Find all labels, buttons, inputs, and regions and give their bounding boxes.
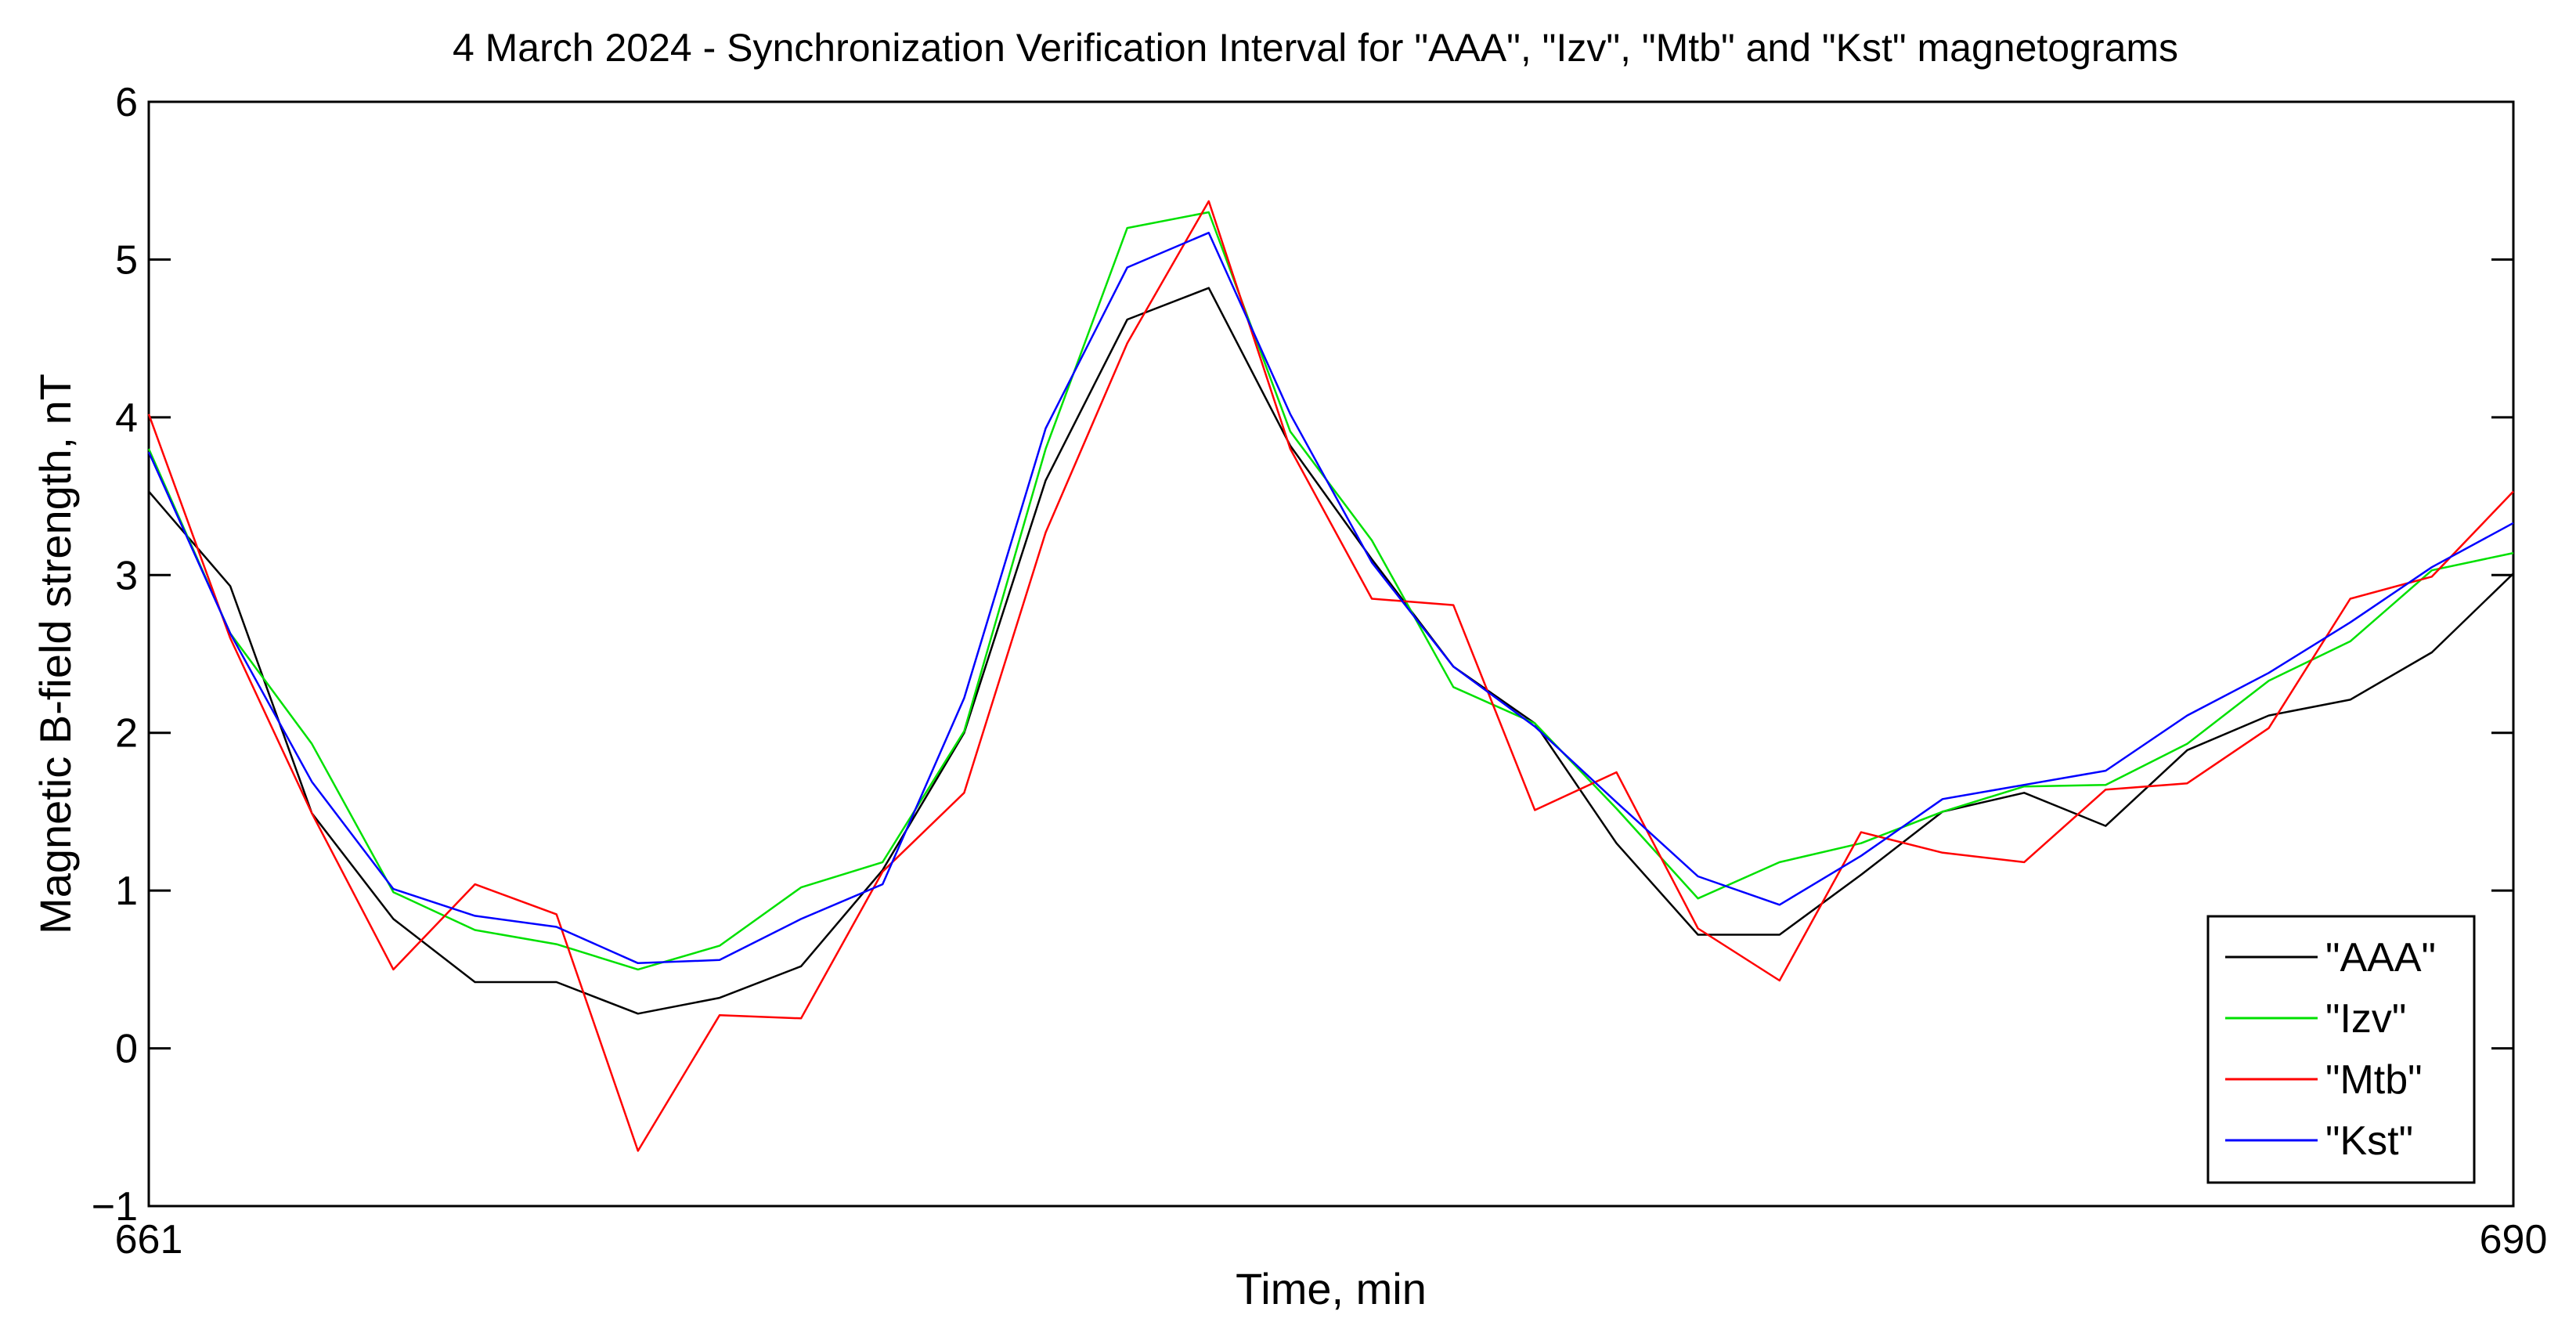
y-tick-label: 2 [115,711,138,757]
y-tick-label: 3 [115,553,138,598]
y-tick-label: −1 [92,1184,138,1230]
x-axis-label: Time, min [1236,1264,1427,1313]
y-tick-label: 1 [115,869,138,914]
legend-label: "Izv" [2325,996,2406,1042]
y-tick-label: 6 [115,80,138,125]
y-axis-label: Magnetic B-field strength, nT [31,374,80,934]
x-tick-label: 690 [2480,1217,2548,1262]
y-tick-label: 5 [115,237,138,283]
series-line-2 [147,200,2514,1152]
series-lines [147,200,2514,1152]
legend-label: "Mtb" [2325,1057,2423,1103]
plot-area [147,100,2515,1208]
axis-ticks: −1 0 1 2 3 4 5 6 661 690 [92,80,2548,1262]
x-tick-label: 661 [115,1217,183,1262]
series-line-1 [147,211,2514,971]
legend: "AAA" "Izv" "Mtb" "Kst" [2206,915,2476,1184]
legend-label: "AAA" [2325,935,2436,981]
series-line-0 [148,287,2514,1015]
legend-label: "Kst" [2325,1118,2413,1164]
chart-title: 4 March 2024 - Synchronization Verificat… [453,26,2178,70]
legend-box [2206,915,2476,1184]
series-line-3 [147,231,2514,965]
y-tick-label: 0 [115,1027,138,1072]
y-tick-label: 4 [115,395,138,441]
